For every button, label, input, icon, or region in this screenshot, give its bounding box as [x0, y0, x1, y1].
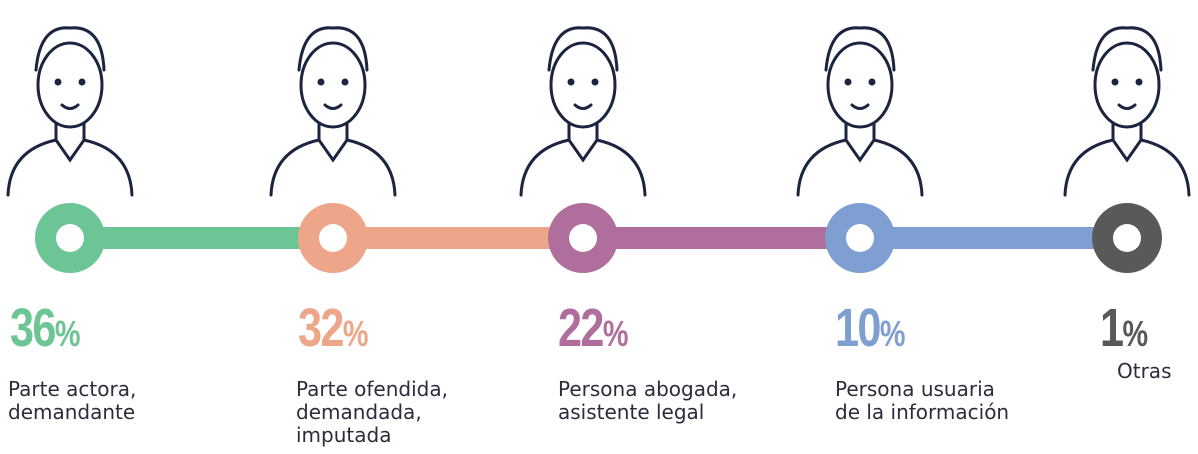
avatar-hair: [297, 26, 369, 72]
avatar-mouth: [573, 103, 593, 110]
percentage-value: 1: [1100, 298, 1124, 358]
avatar-eye: [78, 78, 86, 86]
avatar: [796, 26, 924, 197]
avatar-shoulders: [269, 138, 397, 197]
avatar: [1063, 26, 1191, 197]
avatar-neck: [567, 122, 599, 142]
category-label: Persona abogada, asistente legal: [558, 377, 738, 424]
percentage: 10%: [835, 298, 974, 364]
percentage-value: 22: [558, 298, 604, 358]
avatar-eye: [317, 78, 325, 86]
node-hole: [319, 224, 347, 252]
avatar-hair: [1091, 26, 1163, 72]
node-hole: [846, 224, 874, 252]
avatar-mouth: [60, 103, 80, 110]
percentage-unit: %: [602, 313, 629, 354]
item: 22% Persona abogada, asistente legal: [558, 298, 737, 424]
percentage: 22%: [558, 298, 701, 364]
connector: [860, 227, 1127, 249]
avatar-mouth: [850, 103, 870, 110]
item: 36% Parte actora, demandante: [8, 298, 137, 424]
percentage-value: 32: [298, 298, 344, 358]
node-hole: [56, 224, 84, 252]
avatar-shoulders: [6, 138, 134, 197]
avatar: [519, 26, 647, 197]
avatar-eye: [1111, 78, 1119, 86]
avatar-hair: [824, 26, 896, 72]
percentage-unit: %: [879, 313, 906, 354]
category-label: Otras: [1117, 359, 1172, 383]
avatar-head: [549, 41, 617, 129]
percentage-unit: %: [342, 313, 369, 354]
avatar-eye: [844, 78, 852, 86]
percentage: 36%: [10, 298, 111, 364]
avatar-shoulders: [796, 138, 924, 197]
connector: [333, 227, 583, 249]
item: 32% Parte ofendida, demandada, imputada: [296, 298, 448, 447]
avatar-neck: [844, 122, 876, 142]
node-hole: [569, 224, 597, 252]
connector: [583, 227, 860, 249]
percentage-unit: %: [1122, 313, 1149, 354]
avatar-eye: [868, 78, 876, 86]
avatar-head: [1093, 41, 1161, 129]
avatar-shoulders: [519, 138, 647, 197]
avatar-head: [36, 41, 104, 129]
percentage: 32%: [298, 298, 418, 364]
avatar-head: [299, 41, 367, 129]
avatar-eye: [1135, 78, 1143, 86]
item: 10% Persona usuaria de la información: [835, 298, 1009, 424]
avatar: [269, 26, 397, 197]
avatar: [6, 26, 134, 197]
percentage: 1%: [1100, 298, 1157, 364]
percentage-value: 36: [10, 298, 56, 358]
avatar-hair: [34, 26, 106, 72]
avatar-neck: [1111, 122, 1143, 142]
avatar-head: [826, 41, 894, 129]
category-label: Persona usuaria de la información: [835, 377, 1010, 424]
category-label: Parte actora, demandante: [8, 377, 137, 424]
avatar-neck: [317, 122, 349, 142]
avatar-eye: [591, 78, 599, 86]
avatar-eye: [54, 78, 62, 86]
percentage-value: 10: [835, 298, 881, 358]
avatar-mouth: [323, 103, 343, 110]
connector: [70, 227, 333, 249]
avatar-eye: [567, 78, 575, 86]
avatar-shoulders: [1063, 138, 1191, 197]
avatar-mouth: [1117, 103, 1137, 110]
percentage-unit: %: [54, 313, 81, 354]
avatar-neck: [54, 122, 86, 142]
category-label: Parte ofendida, demandada, imputada: [296, 377, 448, 447]
item: 1% Otras: [1100, 298, 1171, 383]
avatar-hair: [547, 26, 619, 72]
avatar-eye: [341, 78, 349, 86]
node-hole: [1113, 224, 1141, 252]
